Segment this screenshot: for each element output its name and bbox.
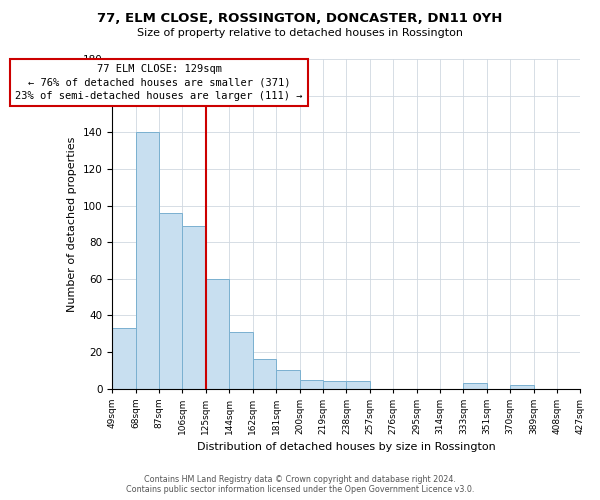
Bar <box>276 370 299 389</box>
X-axis label: Distribution of detached houses by size in Rossington: Distribution of detached houses by size … <box>197 442 496 452</box>
Bar <box>346 382 370 389</box>
Bar <box>206 279 229 389</box>
Text: Size of property relative to detached houses in Rossington: Size of property relative to detached ho… <box>137 28 463 38</box>
Bar <box>182 226 206 389</box>
Bar <box>112 328 136 389</box>
Bar <box>159 213 182 389</box>
Text: Contains HM Land Registry data © Crown copyright and database right 2024.
Contai: Contains HM Land Registry data © Crown c… <box>126 474 474 494</box>
Bar <box>510 385 533 389</box>
Bar <box>136 132 159 389</box>
Bar <box>299 380 323 389</box>
Text: 77, ELM CLOSE, ROSSINGTON, DONCASTER, DN11 0YH: 77, ELM CLOSE, ROSSINGTON, DONCASTER, DN… <box>97 12 503 26</box>
Bar <box>463 384 487 389</box>
Text: 77 ELM CLOSE: 129sqm
← 76% of detached houses are smaller (371)
23% of semi-deta: 77 ELM CLOSE: 129sqm ← 76% of detached h… <box>16 64 303 101</box>
Bar <box>253 360 276 389</box>
Bar <box>229 332 253 389</box>
Bar <box>323 382 346 389</box>
Y-axis label: Number of detached properties: Number of detached properties <box>67 136 77 312</box>
